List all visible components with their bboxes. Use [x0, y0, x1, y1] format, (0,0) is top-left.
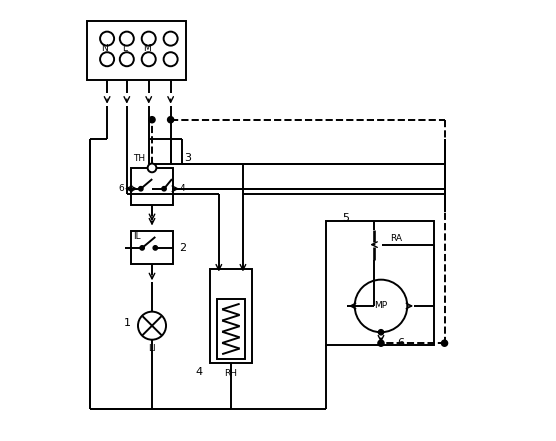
Text: MP: MP — [374, 302, 388, 310]
Circle shape — [378, 329, 384, 335]
Circle shape — [153, 246, 157, 250]
Text: N: N — [102, 45, 108, 53]
Circle shape — [441, 340, 448, 346]
Text: 6: 6 — [118, 184, 125, 193]
Circle shape — [148, 164, 156, 172]
Text: L: L — [122, 45, 127, 53]
Circle shape — [149, 116, 155, 123]
Circle shape — [167, 116, 173, 123]
Bar — [326, 220, 434, 345]
Text: TH: TH — [133, 154, 146, 163]
Text: IL: IL — [133, 232, 141, 241]
Text: M: M — [143, 45, 151, 53]
Circle shape — [163, 52, 178, 66]
Bar — [210, 269, 252, 363]
Circle shape — [355, 280, 408, 332]
Text: LI: LI — [148, 344, 156, 353]
Circle shape — [163, 32, 178, 46]
Bar — [131, 232, 173, 264]
Circle shape — [120, 52, 134, 66]
Circle shape — [138, 312, 166, 340]
Circle shape — [100, 32, 114, 46]
Bar — [217, 299, 245, 359]
Circle shape — [138, 187, 143, 191]
Circle shape — [120, 32, 134, 46]
Bar — [131, 168, 173, 205]
Bar — [87, 21, 186, 80]
Text: RA: RA — [390, 234, 402, 243]
Circle shape — [142, 32, 156, 46]
Text: 6: 6 — [397, 338, 404, 348]
Text: 4: 4 — [196, 366, 203, 377]
Circle shape — [142, 52, 156, 66]
Text: 3: 3 — [185, 153, 192, 163]
Circle shape — [162, 187, 166, 191]
Circle shape — [100, 52, 114, 66]
Circle shape — [140, 246, 145, 250]
Circle shape — [378, 340, 384, 346]
Text: 1: 1 — [123, 318, 131, 329]
Text: 4: 4 — [180, 184, 185, 193]
Text: 2: 2 — [179, 243, 186, 253]
Text: 5: 5 — [342, 213, 349, 223]
Text: RH: RH — [225, 370, 237, 378]
